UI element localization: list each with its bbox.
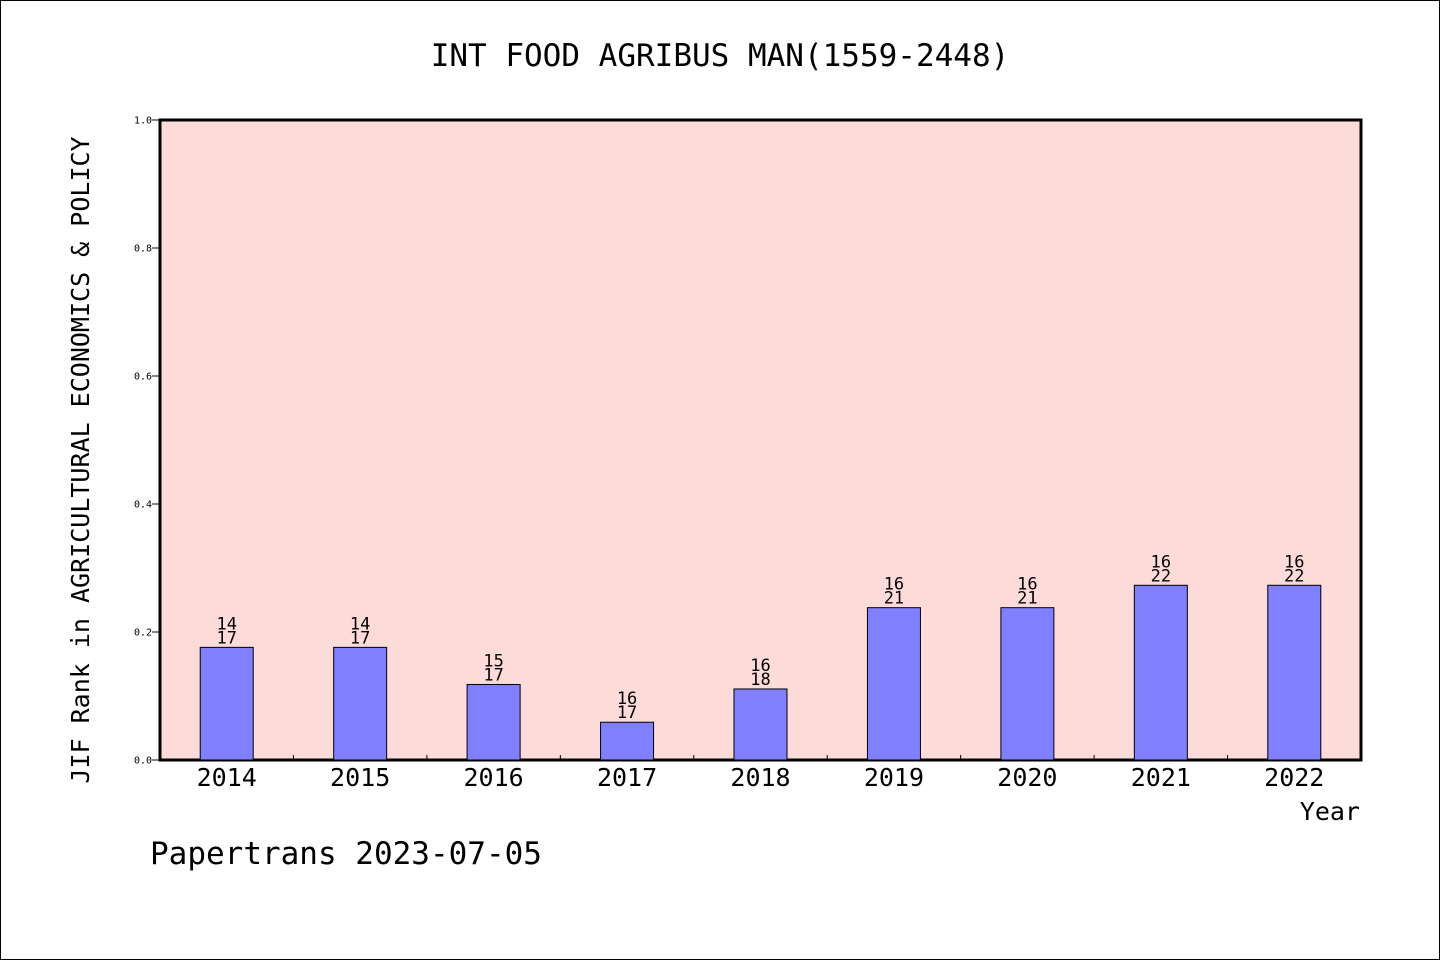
x-tick-label: 2015 [330,763,390,792]
data-label-rank: 14 [216,614,236,634]
x-tick-label: 2019 [864,763,924,792]
data-label-rank: 16 [1284,552,1304,572]
data-label-rank: 16 [1017,575,1037,595]
data-label-rank: 16 [750,656,770,676]
bar-2016 [466,683,521,761]
bar-2020 [1000,607,1055,761]
y-tick-label: 0.2 [134,628,152,639]
x-tick-label: 2022 [1264,763,1324,792]
y-axis-label: JIF Rank in AGRICULTURAL ECONOMICS & POL… [66,136,95,783]
footer-text: Papertrans 2023-07-05 [150,836,542,872]
bar-2022 [1267,584,1322,761]
bars-layer [199,584,1322,761]
y-tick-label: 0.4 [134,500,152,511]
x-tick-label: 2020 [997,763,1057,792]
data-label-total: 22 [1151,566,1171,586]
y-tick-label: 1.0 [134,116,152,127]
x-tick-label: 2018 [730,763,790,792]
x-axis-label: Year [1300,797,1360,826]
data-label-rank: 16 [617,689,637,709]
y-ticks: 0.0 0.2 0.4 0.6 0.8 1.0 [134,116,160,767]
data-label-rank: 14 [350,614,370,634]
bar-2018 [733,688,788,761]
data-label-rank: 16 [884,575,904,595]
bar-2019 [866,607,921,761]
bar-2015 [333,646,388,761]
data-label-total: 22 [1284,566,1304,586]
bar-2014 [199,646,254,761]
bar-2017 [600,721,655,761]
y-tick-label: 0.6 [134,372,152,383]
y-tick-label: 0.0 [134,756,152,767]
data-label-rank: 16 [1151,552,1171,572]
y-tick-label: 0.8 [134,244,152,255]
bar-2021 [1133,584,1188,761]
x-tick-label: 2021 [1131,763,1191,792]
data-label-total: 18 [750,670,770,690]
x-ticks: 2014 2015 2016 2017 2018 2019 2020 2021 2022 [197,755,1324,792]
data-label-total: 17 [617,703,637,723]
data-label-total: 17 [483,665,503,685]
data-label-rank: 15 [483,651,503,671]
data-label-total: 17 [350,628,370,648]
x-tick-label: 2017 [597,763,657,792]
data-label-total: 21 [884,589,904,609]
chart-title: INT FOOD AGRIBUS MAN(1559-2448) [431,38,1010,74]
data-label-total: 21 [1017,589,1037,609]
x-tick-label: 2014 [197,763,257,792]
data-label-total: 17 [216,628,236,648]
x-tick-label: 2016 [464,763,524,792]
